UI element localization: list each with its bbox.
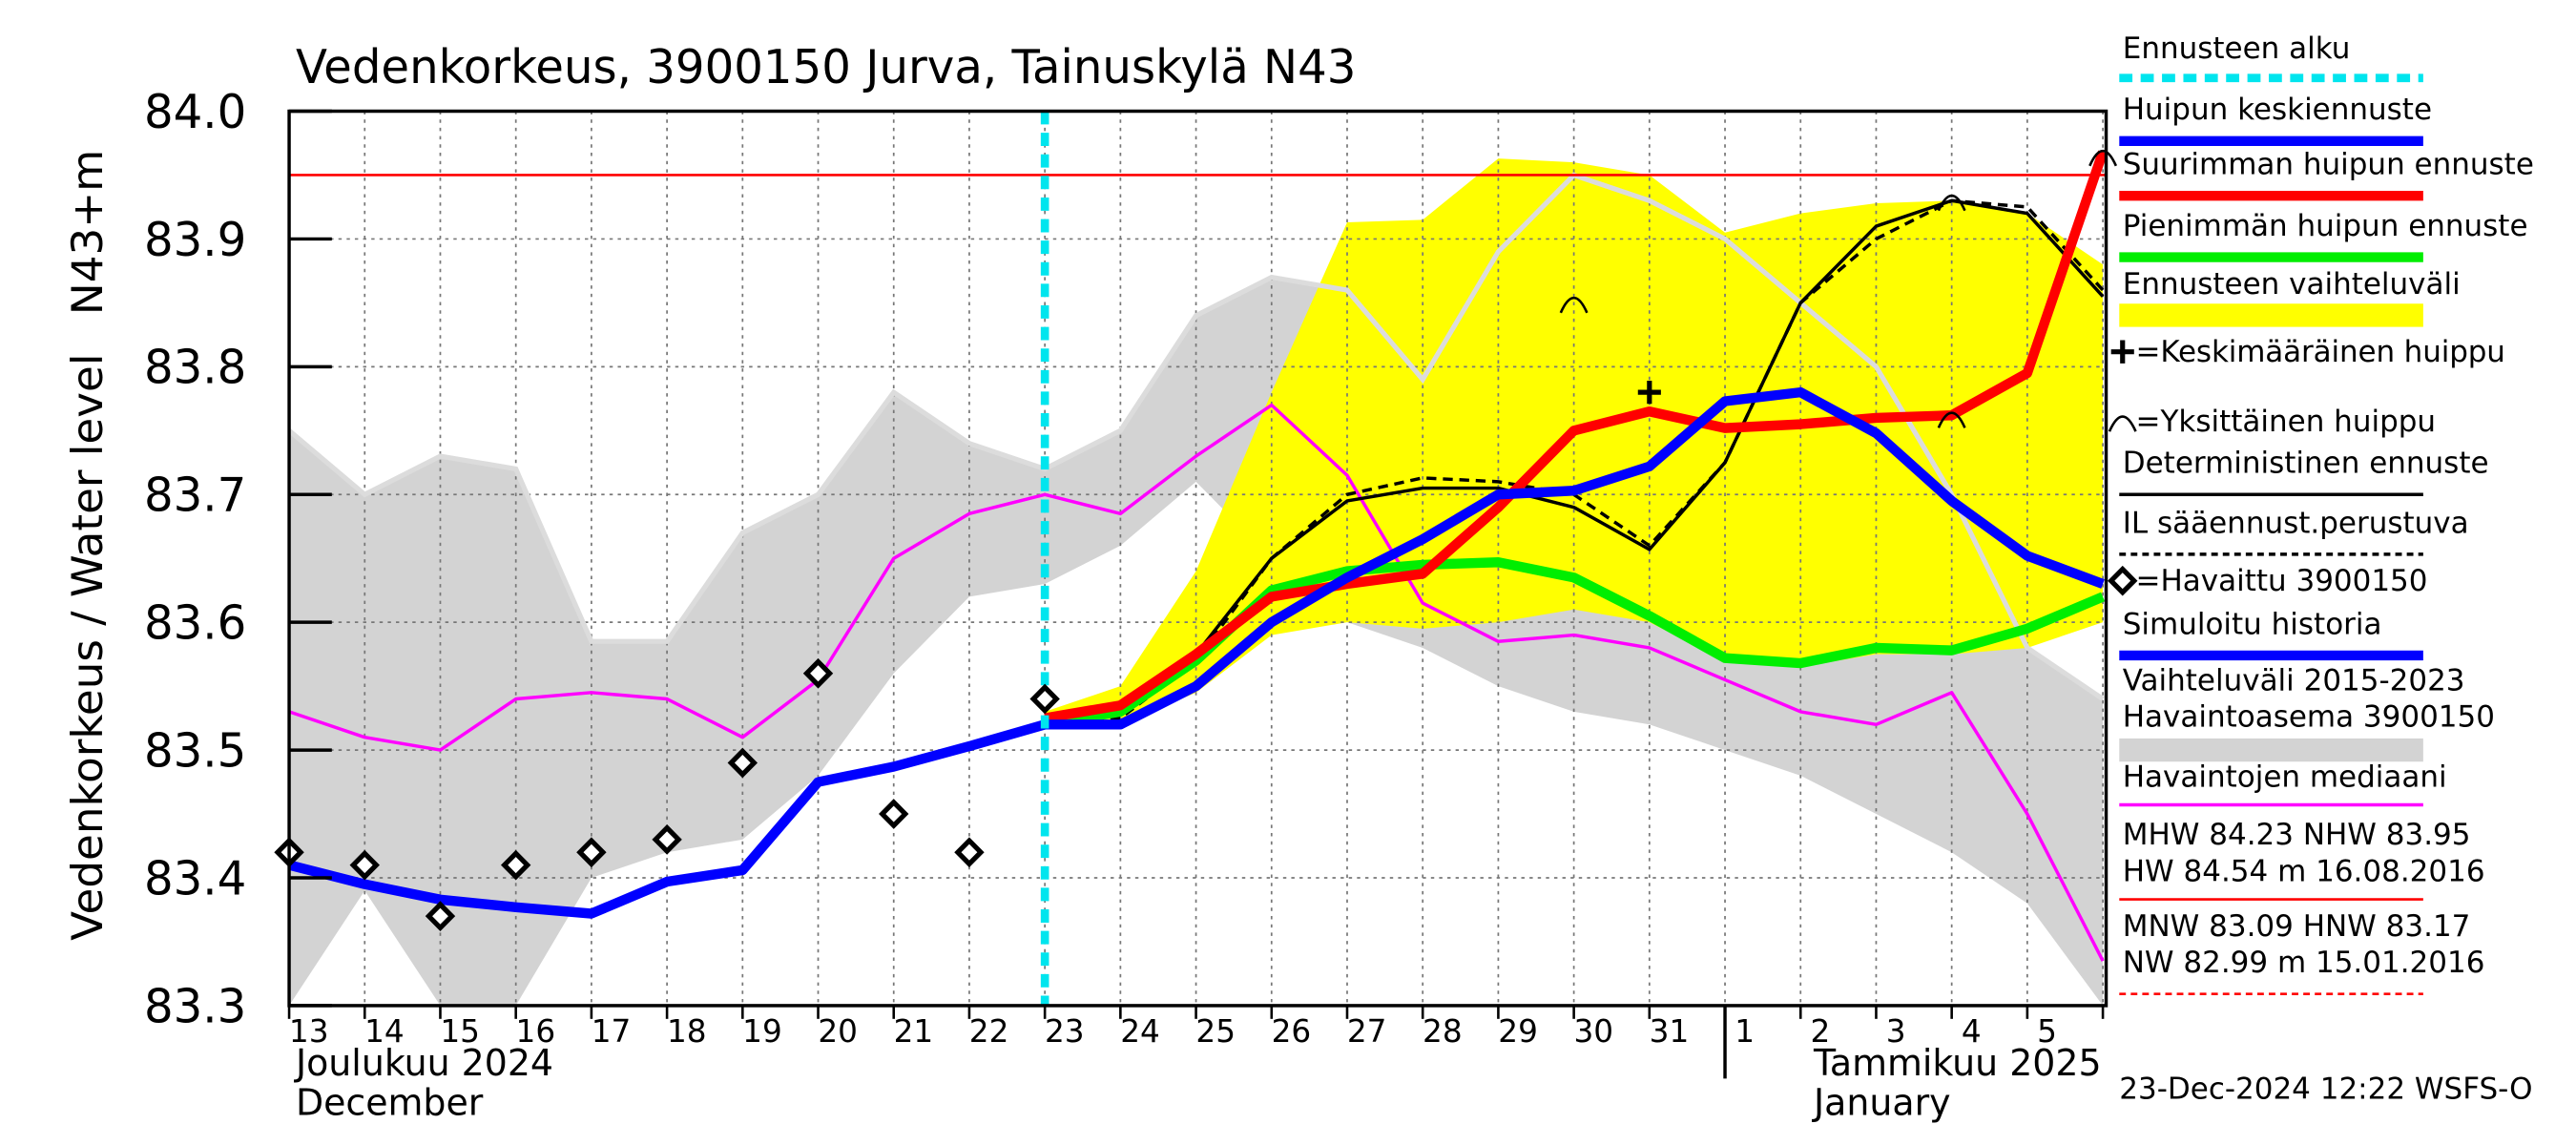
y-tick-label: 83.5 xyxy=(144,724,246,778)
x-tick-label: 15 xyxy=(440,1012,480,1050)
x-tick-label: 4 xyxy=(1962,1012,1982,1050)
x-tick-label: 19 xyxy=(742,1012,782,1050)
legend-swatch xyxy=(2119,303,2423,327)
timestamp: 23-Dec-2024 12:22 WSFS-O xyxy=(2119,1072,2532,1106)
x-tick-label: 27 xyxy=(1347,1012,1387,1050)
observation-marker xyxy=(652,823,682,855)
x-tick-label: 13 xyxy=(289,1012,329,1050)
legend-label: =Yksittäinen huippu xyxy=(2136,405,2437,439)
x-tick-label: 5 xyxy=(2037,1012,2057,1050)
x-tick-label: 31 xyxy=(1650,1012,1690,1050)
layer-top xyxy=(287,109,2109,1019)
x-tick-label: 24 xyxy=(1120,1012,1160,1050)
legend-label: Ennusteen alku xyxy=(2123,31,2351,66)
y-tick-label: 83.4 xyxy=(144,852,246,906)
mean-peak-marker xyxy=(2110,340,2134,364)
series-line xyxy=(288,403,2105,962)
x-tick-label: 16 xyxy=(516,1012,556,1050)
legend-label: Deterministinen ennuste xyxy=(2123,447,2489,481)
y-tick-label: 84.0 xyxy=(144,86,246,139)
legend-label: Havaintojen mediaani xyxy=(2123,760,2447,794)
observation-marker xyxy=(1029,683,1060,715)
series-line xyxy=(1045,386,2105,730)
x-tick-label: 21 xyxy=(894,1012,934,1050)
single-peak-marker xyxy=(2088,149,2118,167)
legend-label: Huipun keskiennuste xyxy=(2123,93,2432,127)
observation-marker xyxy=(727,747,758,779)
legend-label: Vaihteluväli 2015-2023 xyxy=(2123,663,2465,697)
series-line xyxy=(1044,150,2108,723)
x-tick-label: 28 xyxy=(1423,1012,1463,1050)
observation-marker xyxy=(879,799,909,829)
x-tick-label: 20 xyxy=(818,1012,858,1050)
x-tick-label: 22 xyxy=(969,1012,1009,1050)
series-line xyxy=(287,719,1047,919)
x-tick-label: 23 xyxy=(1045,1012,1085,1050)
y-axis-label: Vedenkorkeus / Water level xyxy=(62,354,113,941)
x-tick-label: 14 xyxy=(364,1012,405,1050)
observation-marker xyxy=(349,849,380,881)
single-peak-marker xyxy=(1937,194,1966,212)
legend-label: Simuloitu historia xyxy=(2123,607,2382,641)
legend-label: Suurimman huipun ennuste xyxy=(2123,147,2534,181)
observation-marker xyxy=(500,849,531,881)
legend-label: MHW 84.23 NHW 83.95 xyxy=(2123,818,2471,852)
y-axis-unit: N43+m xyxy=(62,150,113,315)
single-peak-marker xyxy=(1559,296,1589,314)
mean-peak-marker xyxy=(1637,380,1661,405)
x-tick-label: 30 xyxy=(1573,1012,1613,1050)
legend-label: =Keskimääräinen huippu xyxy=(2136,335,2505,369)
chart-title: Vedenkorkeus, 3900150 Jurva, Tainuskylä … xyxy=(296,41,1356,94)
y-tick-label: 83.7 xyxy=(144,468,246,522)
y-tick-label: 83.6 xyxy=(144,596,246,650)
plot-frame xyxy=(287,109,2109,1008)
observation-marker xyxy=(425,901,456,932)
layer-lines xyxy=(274,111,2118,1006)
legend-swatch xyxy=(2119,738,2423,762)
x-tick-label: 17 xyxy=(592,1012,632,1050)
month-label: Tammikuu 2025 xyxy=(1813,1042,2102,1084)
single-peak-marker xyxy=(1937,411,1966,428)
single-peak-marker xyxy=(2108,415,2137,432)
series-line xyxy=(1044,198,2105,727)
x-tick-label: 1 xyxy=(1735,1012,1755,1050)
x-tick-label: 26 xyxy=(1272,1012,1312,1050)
legend-label: =Havaittu 3900150 xyxy=(2136,564,2428,598)
month-label: January xyxy=(1812,1082,1951,1124)
x-tick-label: 25 xyxy=(1195,1012,1236,1050)
observation-marker xyxy=(2108,565,2138,596)
legend-label: Havaintoasema 3900150 xyxy=(2123,700,2495,735)
x-tick-label: 2 xyxy=(1810,1012,1830,1050)
y-tick-label: 83.9 xyxy=(144,214,246,267)
legend-label: Pienimmän huipun ennuste xyxy=(2123,209,2528,243)
month-label: December xyxy=(296,1082,484,1124)
observation-marker xyxy=(954,837,985,868)
legend-label: NW 82.99 m 15.01.2016 xyxy=(2123,946,2485,980)
legend-label: HW 84.54 m 16.08.2016 xyxy=(2123,854,2485,888)
observation-marker xyxy=(802,657,834,689)
x-tick-label: 29 xyxy=(1498,1012,1538,1050)
legend-label: MNW 83.09 HNW 83.17 xyxy=(2123,909,2471,944)
legend-label: Ennusteen vaihteluväli xyxy=(2123,267,2461,302)
y-tick-label: 83.3 xyxy=(144,980,246,1033)
observation-marker xyxy=(576,837,607,868)
plot-area xyxy=(274,109,2118,1019)
y-tick-label: 83.8 xyxy=(144,342,246,395)
legend-label: IL sääennust.perustuva xyxy=(2123,506,2469,540)
month-label: Joulukuu 2024 xyxy=(294,1042,553,1084)
x-tick-label: 3 xyxy=(1886,1012,1906,1050)
x-tick-label: 18 xyxy=(667,1012,707,1050)
